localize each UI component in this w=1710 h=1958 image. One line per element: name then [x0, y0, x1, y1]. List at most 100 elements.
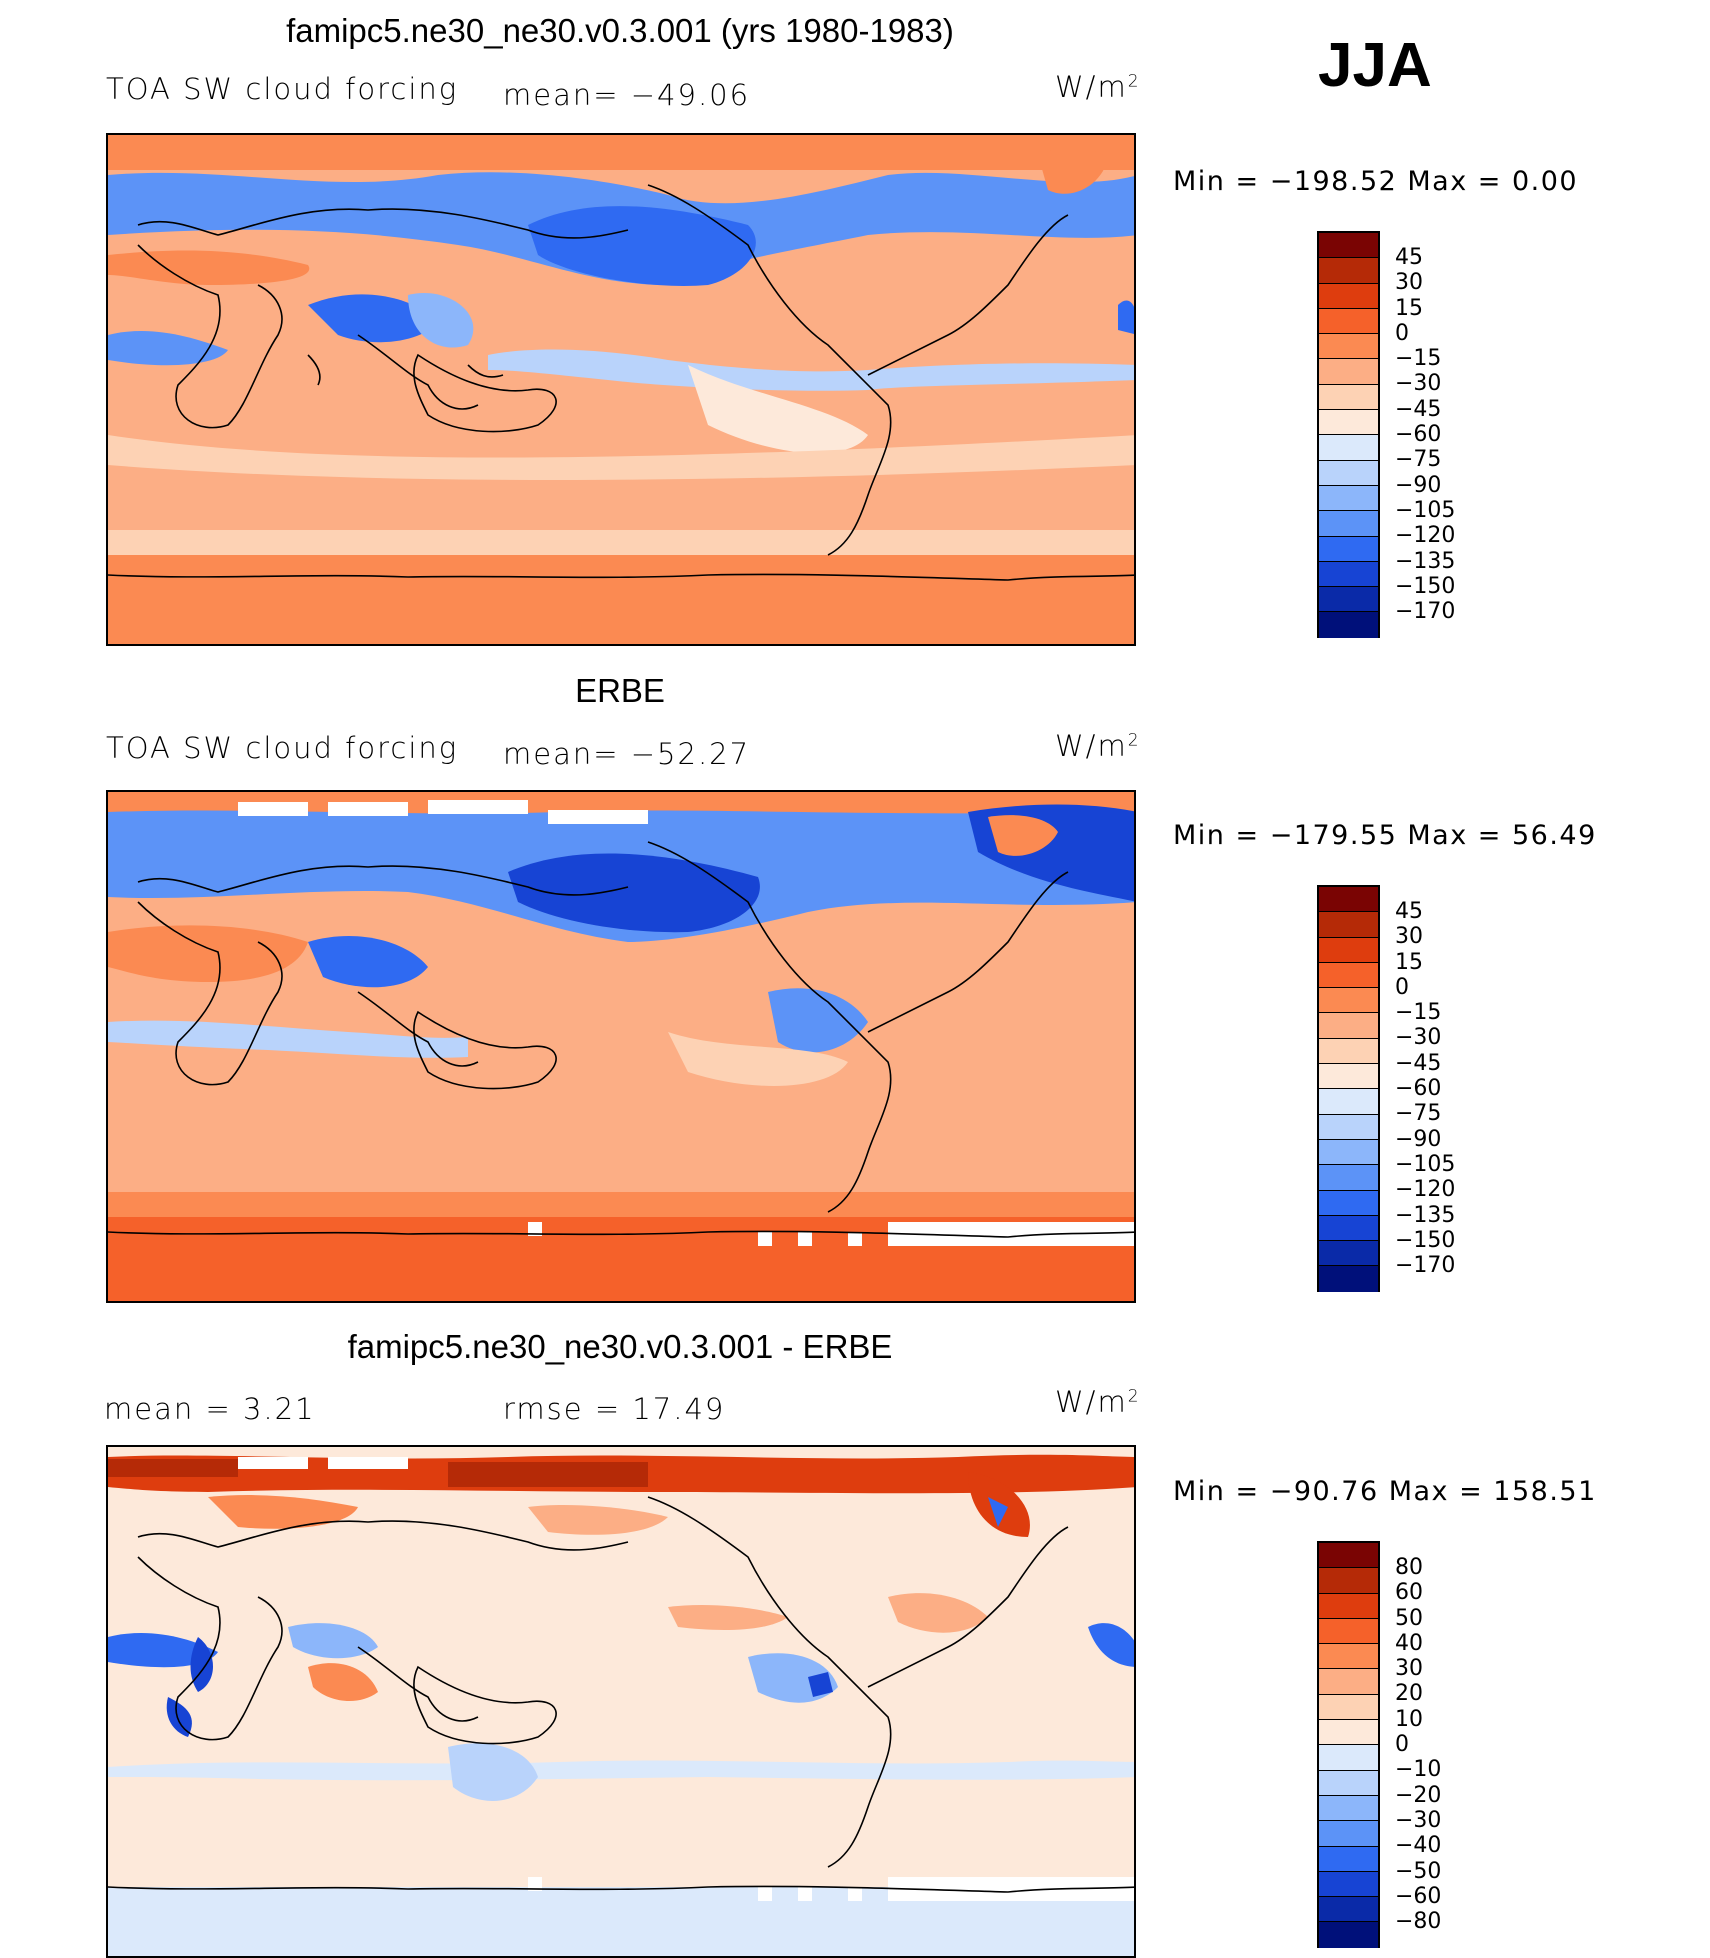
colorbar-label: −15	[1395, 346, 1442, 372]
colorbar-label: 45	[1395, 899, 1423, 924]
panel-1-colorbar-labels: 45 30 15 0 −15 −30 −45 −60 −75 −90 −105 …	[1395, 245, 1455, 624]
panel-1-colorbar-box-7	[1319, 384, 1378, 411]
panel-2-colorbar-box-2	[1319, 912, 1378, 938]
panel-3-colorbar-box-14	[1319, 1871, 1378, 1898]
panel-1-mean: mean= −49.06	[503, 78, 751, 112]
panel-2-map	[106, 790, 1136, 1303]
colorbar-label: 45	[1395, 245, 1423, 270]
panel-3-units: W/m2	[1055, 1385, 1141, 1419]
colorbar-label: −150	[1395, 1227, 1456, 1253]
colorbar-label: 15	[1395, 949, 1423, 975]
panel-3-colorbar-box-11	[1319, 1795, 1378, 1822]
panel-3-colorbar-box-7	[1319, 1694, 1378, 1721]
colorbar-label: 30	[1395, 1656, 1423, 1682]
panel-2-colorbar-box-7	[1319, 1038, 1378, 1065]
colorbar-label: −50	[1395, 1858, 1442, 1884]
panel-3-minmax: Min = −90.76 Max = 158.51	[1173, 1476, 1597, 1507]
colorbar-label: −45	[1395, 396, 1442, 422]
panel-1-colorbar-box-2	[1319, 258, 1378, 284]
colorbar-label: −30	[1395, 371, 1442, 397]
colorbar-label: −170	[1395, 599, 1456, 625]
panel-1-colorbar	[1317, 231, 1380, 638]
colorbar-label: −75	[1395, 447, 1442, 473]
colorbar-label: −60	[1395, 1076, 1442, 1102]
colorbar-label: 20	[1395, 1681, 1423, 1707]
panel-2-units: W/m2	[1055, 729, 1141, 763]
panel-3-colorbar-box-13	[1319, 1846, 1378, 1872]
panel-2-title: ERBE	[575, 672, 665, 709]
panel-3-colorbar-box-5	[1319, 1644, 1378, 1670]
colorbar-label: 30	[1395, 270, 1423, 296]
panel-1-colorbar-box-8	[1319, 410, 1378, 436]
colorbar-label: −135	[1395, 1202, 1456, 1228]
panel-2-mean: mean= −52.27	[503, 737, 751, 771]
colorbar-label: −105	[1395, 497, 1456, 523]
colorbar-label: 0	[1395, 1732, 1409, 1758]
colorbar-label: −120	[1395, 1177, 1456, 1203]
colorbar-label: −80	[1395, 1909, 1442, 1935]
panel-1-colorbar-box-13	[1319, 536, 1378, 562]
colorbar-label: 15	[1395, 295, 1423, 321]
panel-2-colorbar-box-10	[1319, 1114, 1378, 1140]
colorbar-label: 80	[1395, 1555, 1423, 1580]
panel-3-colorbar-box-8	[1319, 1720, 1378, 1746]
colorbar-label: −40	[1395, 1833, 1442, 1859]
colorbar-label: −60	[1395, 1883, 1442, 1909]
panel-3-mean: mean = 3.21	[104, 1392, 316, 1426]
season-label: JJA	[1318, 31, 1432, 100]
panel-1-colorbar-box-15	[1319, 587, 1378, 613]
colorbar-label: −90	[1395, 472, 1442, 498]
panel-2-colorbar-box-13	[1319, 1190, 1378, 1216]
panel-2-variable: TOA SW cloud forcing	[106, 731, 459, 765]
panel-2-colorbar-box-9	[1319, 1089, 1378, 1115]
panel-2-colorbar-box-4	[1319, 962, 1378, 989]
colorbar-label: 40	[1395, 1630, 1423, 1656]
panel-2-colorbar-box-3	[1319, 937, 1378, 963]
panel-2-colorbar-box-16	[1319, 1266, 1378, 1292]
colorbar-label: −30	[1395, 1025, 1442, 1051]
panel-1-variable: TOA SW cloud forcing	[106, 72, 459, 106]
panel-3-colorbar-box-15	[1319, 1897, 1378, 1923]
panel-2-colorbar-box-8	[1319, 1064, 1378, 1090]
colorbar-label: −20	[1395, 1782, 1442, 1808]
colorbar-label: −150	[1395, 573, 1456, 599]
panel-1-colorbar-box-14	[1319, 561, 1378, 588]
panel-2-colorbar-box-11	[1319, 1139, 1378, 1166]
colorbar-label: 30	[1395, 924, 1423, 950]
panel-1-colorbar-box-3	[1319, 283, 1378, 309]
colorbar-label: 10	[1395, 1706, 1423, 1732]
panel-1-colorbar-box-5	[1319, 334, 1378, 360]
colorbar-label: −170	[1395, 1253, 1456, 1279]
panel-1-units: W/m2	[1055, 70, 1141, 104]
panel-3-map	[106, 1445, 1136, 1958]
colorbar-label: −15	[1395, 1000, 1442, 1026]
panel-1-title: famipc5.ne30_ne30.v0.3.001 (yrs 1980-198…	[286, 12, 954, 49]
panel-2-colorbar-box-5	[1319, 988, 1378, 1014]
panel-3-colorbar-box-9	[1319, 1745, 1378, 1771]
colorbar-label: 50	[1395, 1605, 1423, 1631]
panel-3-colorbar-labels: 80 60 50 40 30 20 10 0 −10 −20 −30 −40 −…	[1395, 1555, 1441, 1934]
panel-2-minmax: Min = −179.55 Max = 56.49	[1173, 820, 1597, 851]
colorbar-label: 0	[1395, 320, 1409, 346]
panel-1-colorbar-box-11	[1319, 485, 1378, 512]
panel-1-colorbar-box-4	[1319, 308, 1378, 335]
panel-3-colorbar-box-1	[1319, 1543, 1378, 1569]
panel-1-colorbar-box-10	[1319, 460, 1378, 486]
colorbar-label: −45	[1395, 1050, 1442, 1076]
panel-3-colorbar-box-2	[1319, 1568, 1378, 1594]
colorbar-label: −75	[1395, 1101, 1442, 1127]
panel-1-colorbar-box-12	[1319, 511, 1378, 537]
panel-3-colorbar-box-16	[1319, 1922, 1378, 1948]
colorbar-label: −90	[1395, 1126, 1442, 1152]
panel-3-colorbar	[1317, 1541, 1380, 1948]
panel-3-colorbar-box-12	[1319, 1821, 1378, 1847]
colorbar-label: −30	[1395, 1807, 1442, 1833]
colorbar-label: −60	[1395, 422, 1442, 448]
colorbar-label: −135	[1395, 548, 1456, 574]
panel-1-colorbar-box-16	[1319, 612, 1378, 638]
colorbar-label: 0	[1395, 974, 1409, 1000]
panel-1-colorbar-box-9	[1319, 435, 1378, 461]
colorbar-label: −120	[1395, 523, 1456, 549]
panel-2-colorbar-box-14	[1319, 1215, 1378, 1242]
panel-1-colorbar-box-1	[1319, 233, 1378, 259]
